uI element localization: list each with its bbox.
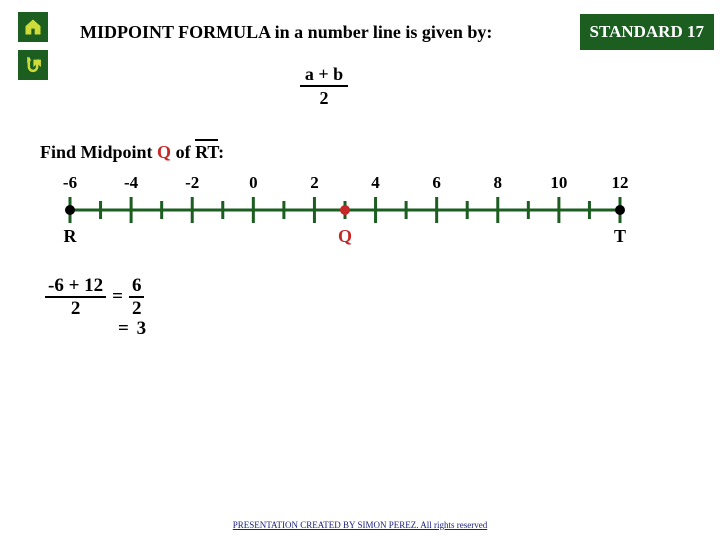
svg-text:Q: Q (338, 226, 352, 246)
calculation-row-2: = 3 (118, 318, 146, 340)
svg-text:10: 10 (550, 173, 567, 192)
calc-result: 3 (137, 318, 147, 339)
calculation-row-1: -6 + 12 2 = 6 2 (45, 276, 144, 319)
svg-text:2: 2 (310, 173, 319, 192)
svg-text:12: 12 (612, 173, 629, 192)
footer-credit: PRESENTATION CREATED BY SIMON PEREZ. All… (0, 520, 720, 530)
calc-rhs1-num: 6 (129, 276, 145, 298)
page-title: MIDPOINT FORMULA in a number line is giv… (80, 22, 492, 43)
svg-text:R: R (64, 226, 78, 246)
svg-text:4: 4 (371, 173, 380, 192)
svg-text:6: 6 (432, 173, 441, 192)
calc-eq1: = (112, 286, 123, 308)
calc-lhs-num: -6 + 12 (45, 276, 106, 298)
calc-eq2: = (118, 318, 129, 339)
number-line: -6-4-2024681012RQT (65, 178, 625, 248)
calc-lhs-den: 2 (45, 298, 106, 319)
problem-segment: RT (195, 142, 218, 162)
calc-lhs: -6 + 12 2 (45, 276, 106, 319)
problem-q: Q (157, 142, 171, 162)
svg-text:8: 8 (494, 173, 503, 192)
problem-mid: of (171, 142, 195, 162)
home-icon[interactable] (18, 12, 48, 42)
calc-rhs1-den: 2 (129, 298, 145, 319)
formula-denominator: 2 (300, 87, 348, 109)
problem-text: Find Midpoint Q of RT: (40, 142, 224, 163)
problem-suffix: : (218, 142, 224, 162)
svg-text:-6: -6 (63, 173, 77, 192)
svg-text:-4: -4 (124, 173, 139, 192)
svg-text:T: T (614, 226, 626, 246)
midpoint-formula: a + b 2 (300, 64, 348, 109)
svg-text:-2: -2 (185, 173, 199, 192)
problem-prefix: Find Midpoint (40, 142, 157, 162)
formula-numerator: a + b (300, 64, 348, 87)
segment-overbar (195, 139, 218, 141)
back-u-icon[interactable] (18, 50, 48, 80)
standard-badge: STANDARD 17 (580, 14, 714, 50)
calc-rhs1: 6 2 (129, 276, 145, 319)
svg-text:0: 0 (249, 173, 257, 192)
